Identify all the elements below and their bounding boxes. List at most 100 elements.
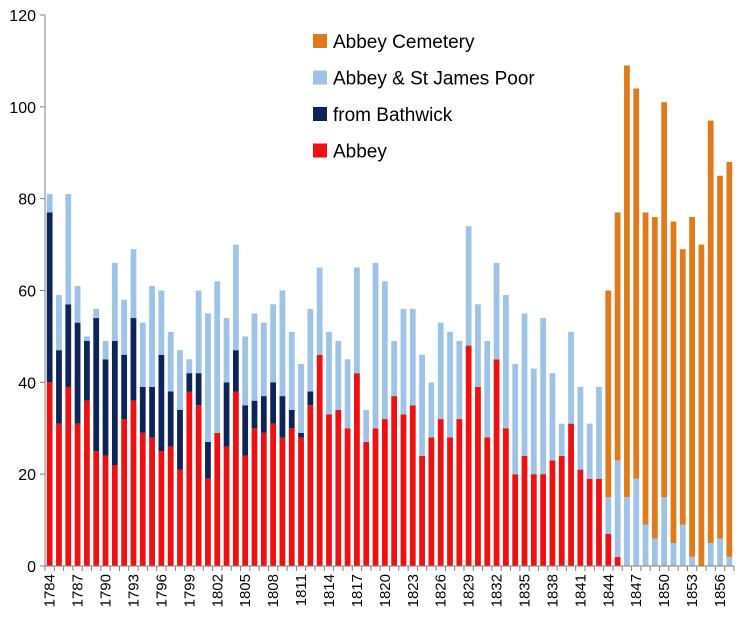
x-tick-label: 1808 [265,574,282,607]
legend-label-abbey: Abbey [333,142,387,163]
y-tick-label: 60 [18,284,36,301]
bar-abbey [447,437,453,566]
bar-abbey [326,414,332,566]
bar-from-bathwick [242,405,249,456]
bar-abbey [232,391,239,566]
x-tick-label: 1856 [712,574,729,607]
bar-abbey [65,386,72,566]
bar-from-bathwick [195,373,202,406]
bar-abbey [586,478,593,566]
y-tick-label: 80 [18,192,36,209]
x-tick-label: 1832 [489,574,506,607]
bar-abbey [558,455,565,566]
bar-from-bathwick [270,382,277,424]
x-tick-label: 1823 [405,574,422,607]
bar-abbey-st-james-poor [158,290,165,355]
bar-abbey-st-james-poor [428,382,435,438]
bar-abbey [475,386,481,566]
bar-abbey [186,391,193,566]
bar-abbey-st-james-poor [549,373,556,461]
x-tick-label: 1826 [433,574,450,607]
legend-label-from-bathwick: from Bathwick [333,105,453,126]
bar-abbey-st-james-poor [167,331,174,392]
bar-abbey [428,437,435,566]
bar-abbey [167,446,174,566]
bar-abbey-st-james-poor [242,336,249,406]
bar-abbey [56,423,62,566]
bar-abbey [521,455,528,566]
bar-abbey [372,428,379,566]
bar-abbey [363,442,370,566]
legend-swatch-abbey-st-james-poor [313,70,327,85]
bar-abbey [465,345,472,566]
bar-from-bathwick [232,350,239,392]
x-tick-label: 1787 [70,574,87,607]
x-tick-label: 1853 [684,574,701,607]
bar-abbey [214,432,221,566]
bar-abbey-st-james-poor [540,318,547,475]
bar-abbey-st-james-poor [84,336,90,342]
bar-abbey [139,432,146,566]
bar-abbey-st-james-poor [447,331,453,438]
bar-abbey-st-james-poor [400,308,407,415]
bar-from-bathwick [139,386,146,433]
bar-abbey-st-james-poor [354,267,360,374]
bar-abbey-st-james-poor [316,267,323,355]
chart-legend: Abbey Cemetery Abbey & St James Poor from … [313,32,535,163]
y-tick-label: 100 [9,100,36,117]
bar-abbey [307,405,314,566]
bar-abbey-st-james-poor [707,543,714,566]
bar-from-bathwick [93,318,100,452]
bar-abbey [502,428,509,566]
x-tick-label: 1838 [544,574,561,607]
bar-abbey-st-james-poor [633,478,640,566]
x-tick-label: 1811 [293,574,310,606]
x-tick-label: 1829 [461,574,478,607]
bar-from-bathwick [167,391,174,447]
bar-abbey [149,437,155,566]
bar-abbey-cemetery [661,102,668,498]
bar-abbey-st-james-poor [111,262,118,342]
bar-abbey [419,455,425,566]
bar-abbey-cemetery [605,290,612,498]
bar-abbey [270,423,277,566]
bar-abbey [530,474,537,566]
bar-abbey-st-james-poor [558,423,565,456]
bar-from-bathwick [177,409,183,470]
bar-abbey-st-james-poor [93,308,100,319]
bar-from-bathwick [260,396,267,433]
bar-abbey [260,432,267,566]
bar-abbey-st-james-poor [605,497,612,534]
bar-abbey [130,400,137,566]
x-tick-label: 1841 [572,574,589,607]
bar-abbey-st-james-poor [372,262,379,429]
bar-abbey-st-james-poor [56,295,62,351]
bar-from-bathwick [186,373,193,392]
bar-abbey [605,533,612,566]
bar-abbey-st-james-poor [484,341,491,438]
bar-abbey-st-james-poor [670,543,677,566]
bar-abbey-st-james-poor [717,538,723,566]
bar-abbey-st-james-poor [568,331,574,424]
bar-abbey-cemetery [726,161,733,557]
bar-abbey-st-james-poor [279,290,286,397]
bar-abbey-st-james-poor [661,497,668,566]
bar-abbey-st-james-poor [456,341,463,420]
bar-abbey-st-james-poor [381,281,388,420]
bar-from-bathwick [158,354,165,452]
bar-abbey-st-james-poor [679,524,686,566]
bar-abbey [596,478,602,566]
bar-abbey [549,460,556,566]
bar-abbey [102,455,109,566]
bar-abbey [437,419,444,566]
legend-swatch-from-bathwick [313,107,327,121]
bar-from-bathwick [84,341,90,401]
bar-abbey [242,455,249,566]
bar-abbey-st-james-poor [251,313,258,401]
bar-abbey [251,428,258,566]
bar-abbey [195,405,202,566]
bar-abbey-cemetery [670,221,677,544]
bar-from-bathwick [130,318,137,401]
bar-abbey [279,437,286,566]
bar-abbey-st-james-poor [614,460,621,557]
